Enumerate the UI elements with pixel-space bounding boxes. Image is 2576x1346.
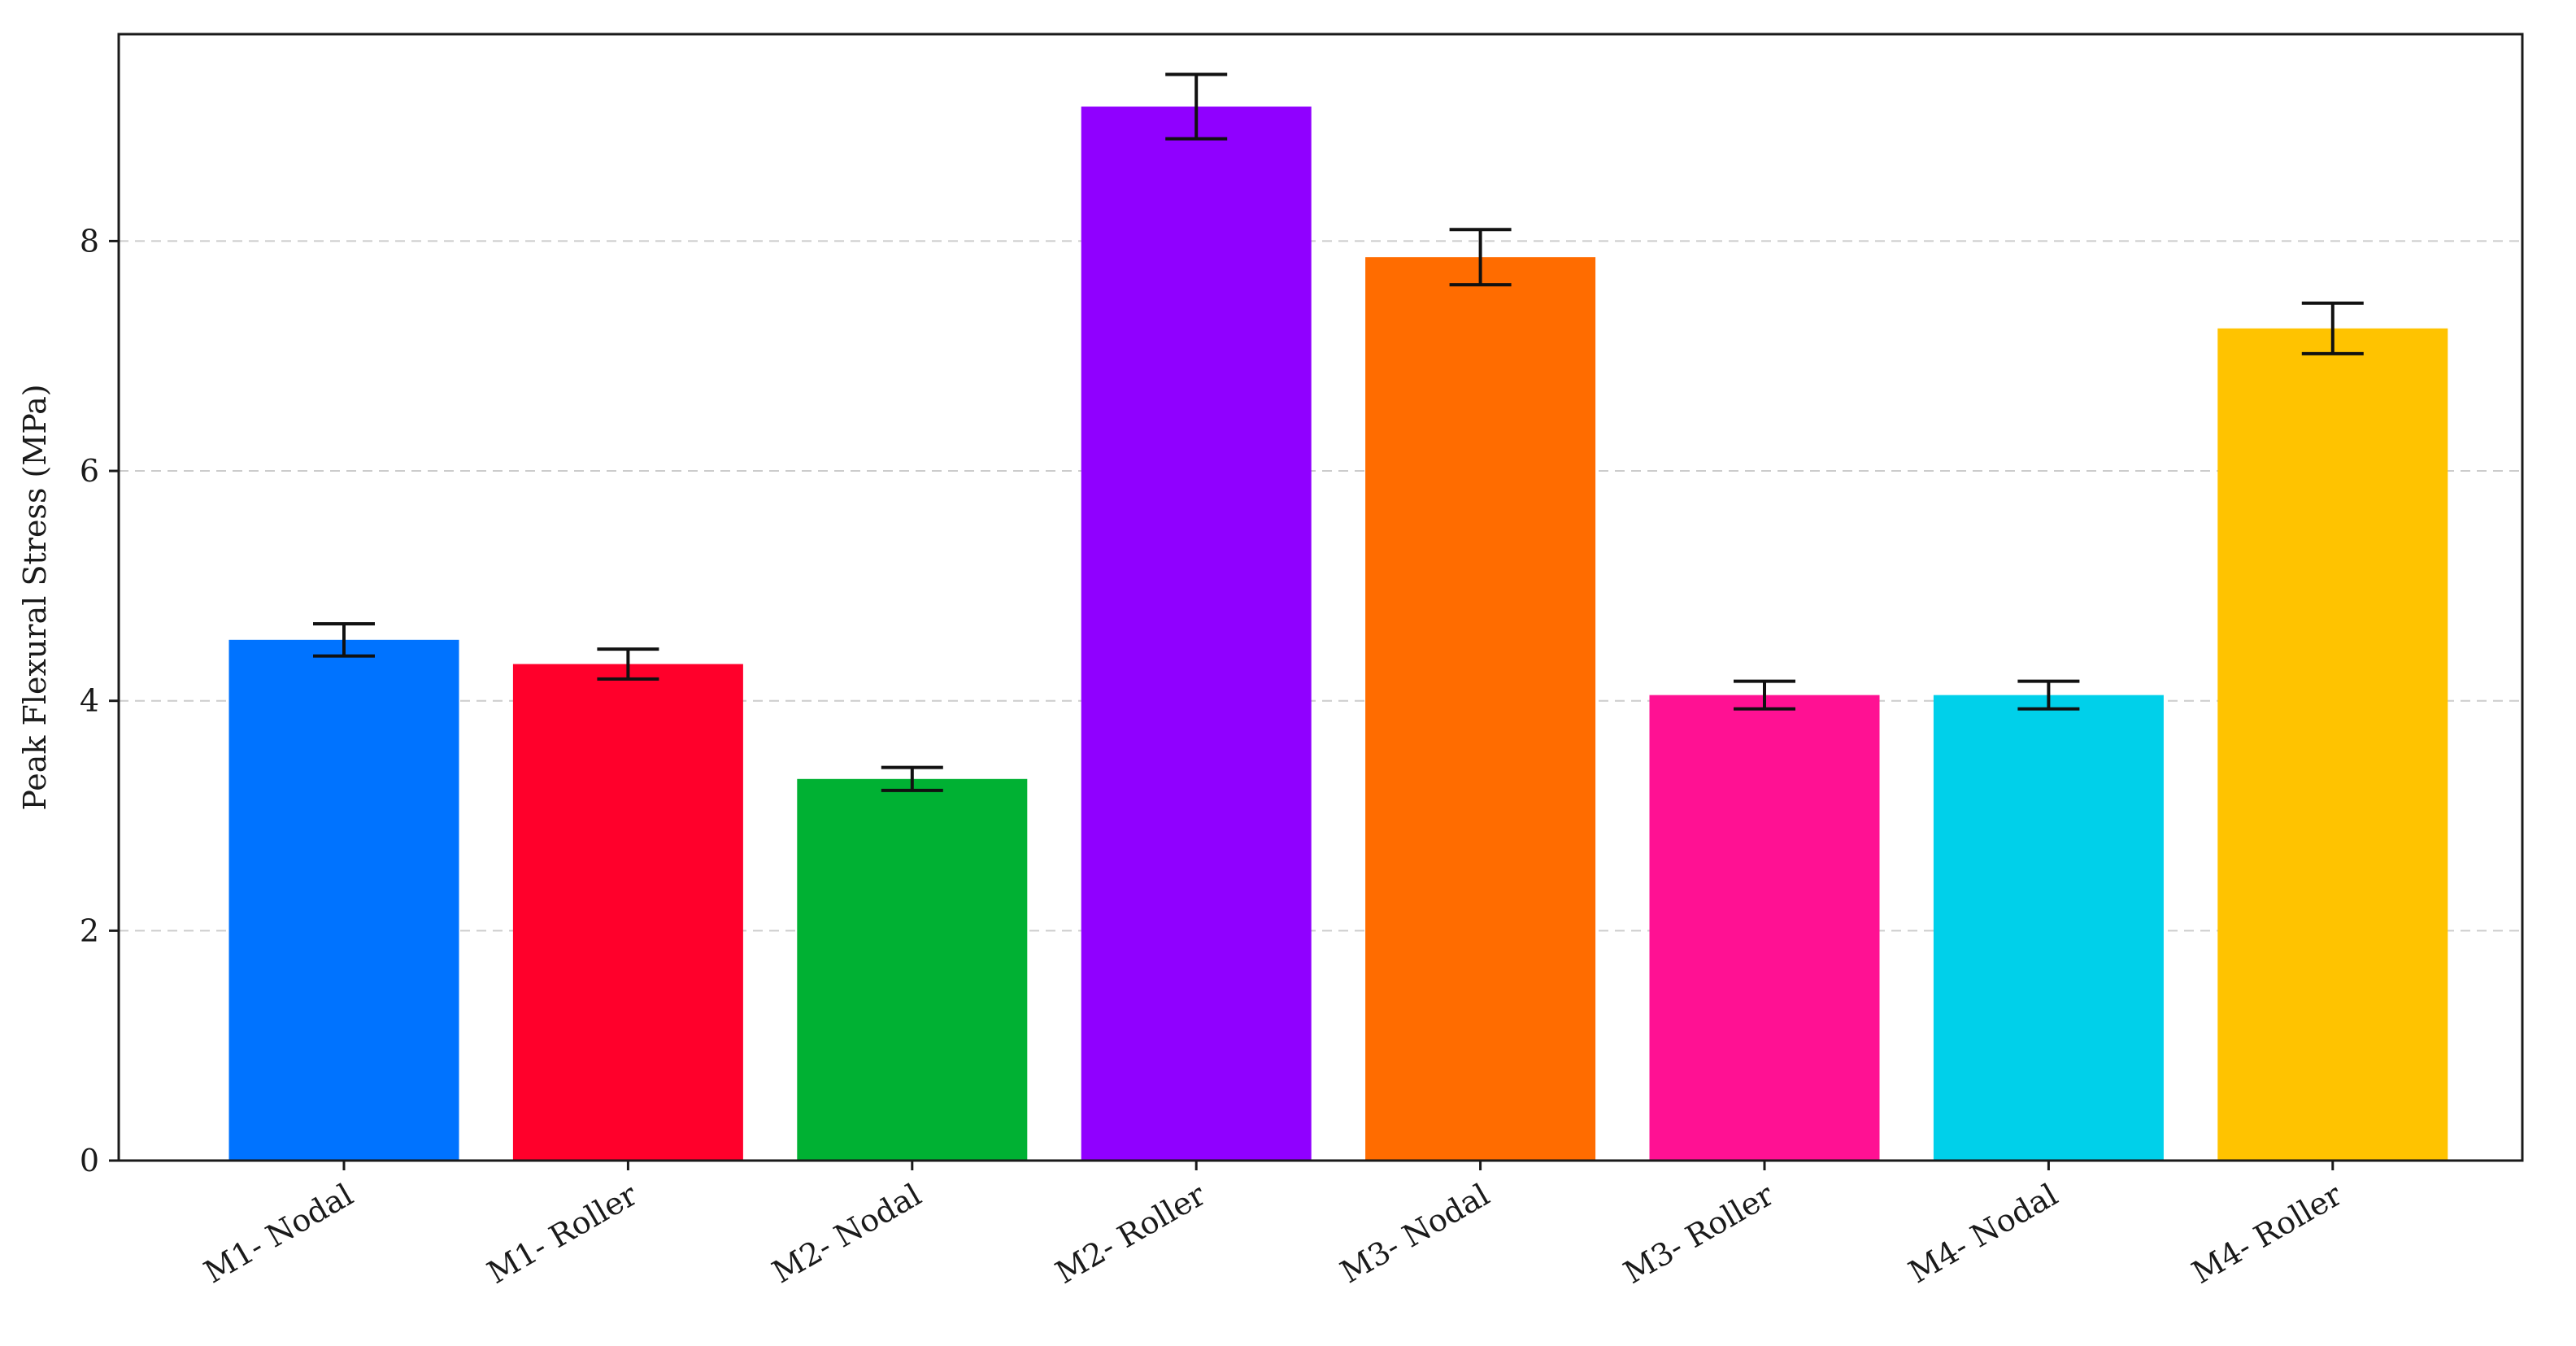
x-tick-label: M3- Nodal [1334,1177,1495,1291]
bars [228,107,2448,1161]
x-tick-label: M4- Roller [2186,1176,2348,1291]
x-tick-label: M4- Nodal [1903,1177,2064,1291]
plot-frame [117,33,2524,1162]
y-tick-label: 0 [80,1143,99,1178]
bar-m4-nodal [1933,695,2164,1161]
bar-m4-roller [2217,328,2448,1161]
bar-m2-roller [1081,107,1312,1161]
y-tick-label: 8 [80,223,99,259]
x-tick-label: M3- Roller [1617,1176,1780,1291]
bar-m1-nodal [228,639,459,1161]
y-tick-label: 4 [80,683,99,719]
y-axis-ticks: 0 2 4 6 8 [80,223,119,1178]
error-bars [313,72,2364,792]
bar-m2-nodal [797,778,1028,1161]
x-tick-label: M1- Roller [481,1176,644,1291]
x-tick-label: M1- Nodal [198,1177,359,1291]
y-tick-label: 2 [80,913,99,948]
x-tick-label: M2- Roller [1050,1176,1212,1291]
bar-m3-nodal [1365,257,1596,1161]
x-axis-ticks: M1- Nodal M1- Roller M2- Nodal M2- Roller M3… [198,1161,2348,1291]
y-axis-title: Peak Flexural Stress (MPa) [17,384,53,810]
bar-m3-roller [1649,695,1880,1161]
y-tick-label: 6 [80,453,99,489]
bar-m1-roller [512,664,743,1161]
x-tick-label: M2- Nodal [766,1177,927,1291]
